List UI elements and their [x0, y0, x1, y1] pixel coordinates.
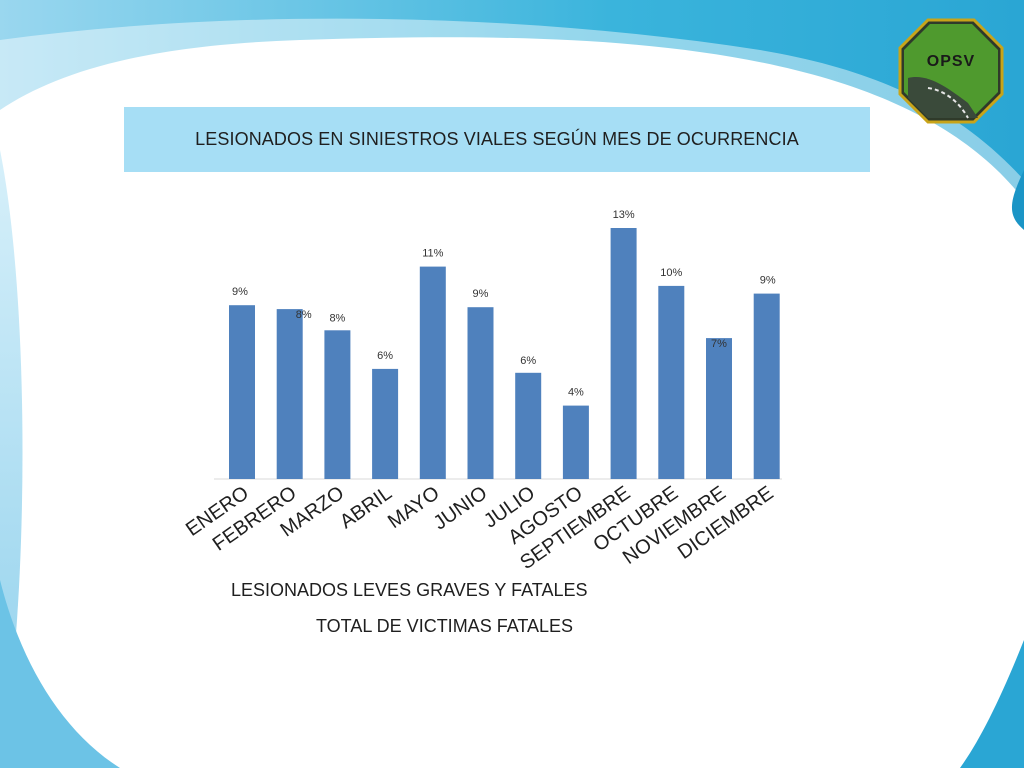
data-labels-group: 9% 8% 8% 6% 11% 9% 6% 4% 13% 10% 7% 9% [232, 209, 776, 399]
bar-mayo [419, 266, 446, 479]
chart-title: LESIONADOS EN SINIESTROS VIALES SEGÚN ME… [195, 129, 799, 149]
opsv-logo: OPSV [898, 18, 1004, 124]
bar-noviembre [706, 338, 732, 479]
data-label-enero: 9% [232, 286, 248, 298]
x-tick-junio: JUNIO [430, 482, 492, 534]
bar-enero [229, 305, 255, 479]
data-label-marzo: 8% [329, 312, 345, 324]
bottom-right-swoosh [960, 640, 1024, 768]
bar-febrero [276, 309, 303, 479]
top-swoosh-highlight [0, 18, 1024, 200]
bar-octubre [658, 285, 685, 479]
bars-group [229, 228, 780, 479]
right-swoosh [1011, 170, 1024, 230]
title-banner: LESIONADOS EN SINIESTROS VIALES SEGÚN ME… [124, 107, 870, 172]
data-label-septiembre: 13% [613, 209, 635, 221]
data-label-noviembre: 7% [711, 338, 727, 350]
caption-leves-graves-fatales: LESIONADOS LEVES GRAVES Y FATALES [231, 580, 588, 600]
x-tick-labels-group: ENEROFEBREROMARZOABRILMAYOJUNIOJULIOAGOS… [182, 482, 778, 574]
x-tick-abril: ABRIL [336, 482, 396, 533]
data-label-mayo: 11% [422, 248, 443, 260]
data-label-diciembre: 9% [760, 275, 776, 287]
bar-diciembre [753, 293, 780, 479]
data-label-febrero: 8% [296, 309, 312, 321]
bar-abril [372, 368, 399, 479]
bar-agosto [562, 405, 589, 479]
data-label-agosto: 4% [568, 387, 584, 399]
top-swoosh [0, 0, 1024, 200]
data-label-junio: 9% [473, 288, 489, 300]
data-label-abril: 6% [377, 350, 393, 362]
bar-julio [515, 372, 542, 479]
caption-victimas-fatales: TOTAL DE VICTIMAS FATALES [316, 616, 574, 636]
data-label-julio: 6% [520, 355, 536, 367]
bar-septiembre [610, 228, 637, 479]
bar-marzo [324, 330, 351, 479]
bottom-left-swoosh [0, 580, 120, 768]
data-label-octubre: 10% [660, 267, 682, 279]
bar-junio [467, 307, 494, 479]
logo-text: OPSV [927, 53, 975, 70]
